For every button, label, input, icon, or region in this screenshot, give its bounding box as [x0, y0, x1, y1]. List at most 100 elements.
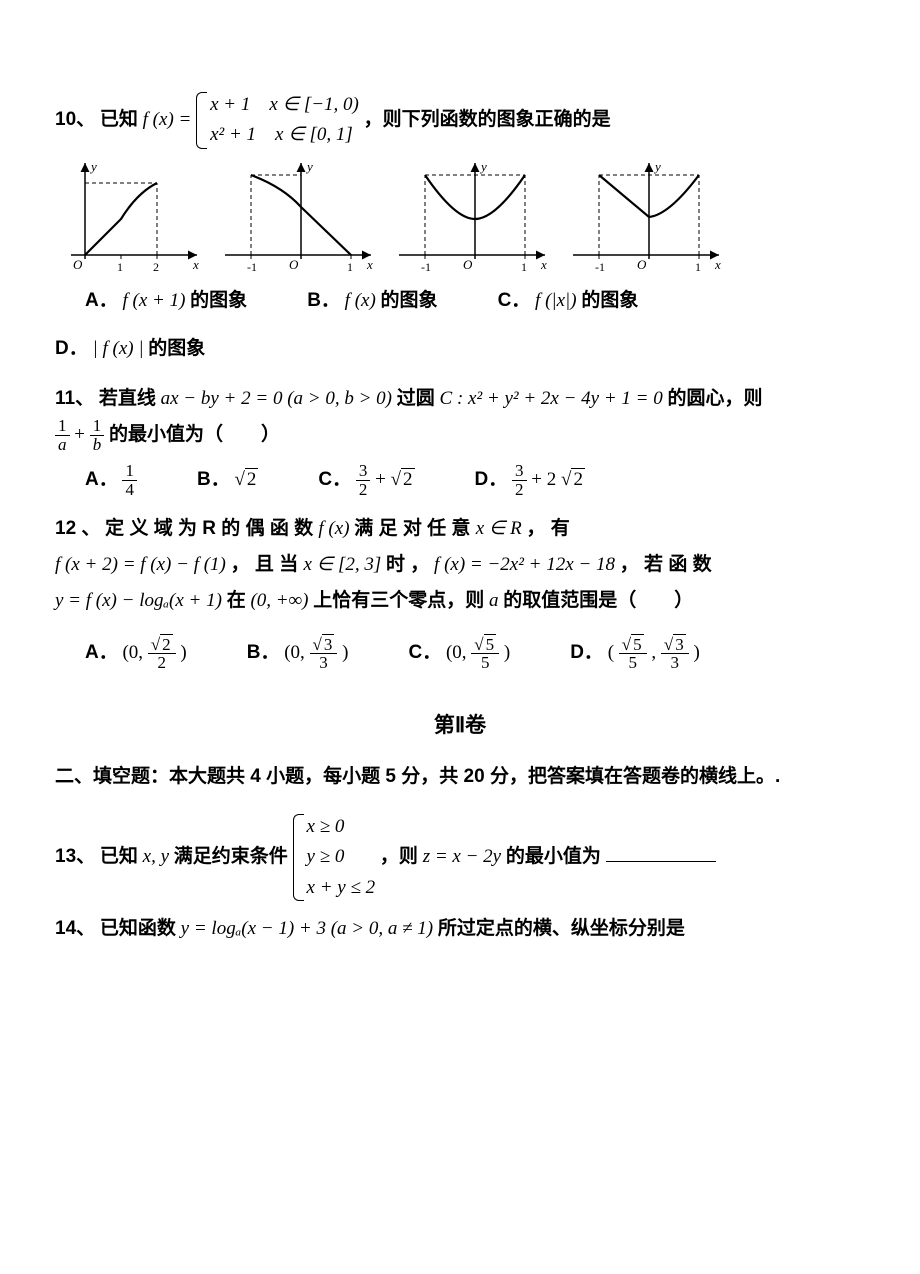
- q10-p2e: x² + 1: [210, 124, 256, 145]
- q12-t: 的取值范围是（ ）: [503, 590, 693, 611]
- sys-row: x ≥ 0: [307, 812, 376, 842]
- q14-lead: 已知函数: [100, 918, 176, 939]
- sqrt-v: 3: [673, 634, 686, 654]
- opt-math: f (x): [345, 290, 376, 311]
- sys-row: x + y ≤ 2: [307, 873, 376, 903]
- frac-d: 5: [619, 654, 647, 672]
- q14-trail: 所过定点的横、纵坐标分别是: [438, 918, 685, 939]
- q11-tail: 的最小值为（ ）: [109, 424, 280, 445]
- q10-opt-a: A． f (x + 1) 的图象: [85, 283, 247, 319]
- frac: 2 2: [148, 636, 176, 673]
- sqrt: 2: [391, 462, 415, 498]
- q12-a: a: [489, 590, 499, 611]
- sqrt-v: 2: [571, 468, 585, 490]
- q12-xr: x ∈ R: [476, 518, 522, 539]
- q11-frac1: 1 a: [55, 417, 70, 454]
- paren: (0,: [284, 642, 305, 663]
- q11-lead: 若直线: [99, 388, 156, 409]
- q10-opt-d: D． | f (x) | 的图象: [55, 331, 865, 367]
- sqrt-v: 2: [160, 634, 173, 654]
- q10-lead: 已知: [100, 109, 138, 130]
- opt-frac: 3 2: [512, 462, 527, 499]
- q13-t: 的最小值为: [506, 846, 601, 867]
- paren: ): [180, 642, 186, 663]
- svg-text:-1: -1: [595, 260, 605, 274]
- sys-row: y ≥ 0: [307, 842, 376, 872]
- q10-opt-b: B． f (x) 的图象: [307, 283, 437, 319]
- opt-label: C．: [318, 469, 351, 490]
- opt-math: f (x + 1): [122, 290, 185, 311]
- graph-b: yxO-11: [221, 159, 381, 277]
- q11-opt-c: C． 3 2 + 2: [318, 462, 414, 499]
- paren: ): [693, 642, 699, 663]
- q12-opt-b: B． (0, 3 3 ): [247, 635, 349, 672]
- graph-d: yxO-11: [569, 159, 729, 277]
- sqrt-v: 3: [322, 634, 335, 654]
- frac-d: 3: [310, 654, 338, 672]
- frac-d: b: [90, 436, 105, 454]
- svg-text:x: x: [714, 257, 721, 272]
- sqrt-v: 5: [484, 634, 497, 654]
- opt-frac: 3 2: [356, 462, 371, 499]
- svg-text:x: x: [540, 257, 547, 272]
- svg-text:O: O: [463, 257, 473, 272]
- plus: +: [375, 469, 390, 490]
- q10-num: 10、: [55, 109, 95, 130]
- frac-d: 2: [356, 481, 371, 499]
- svg-text:y: y: [89, 159, 97, 174]
- q12-t: ， 若 函 数: [620, 554, 712, 575]
- q12-t: 满 足 对 任 意: [354, 518, 475, 539]
- q11-num: 11、: [55, 388, 94, 409]
- comma: ,: [651, 642, 656, 663]
- frac-d: 4: [122, 481, 137, 499]
- frac-n: 1: [90, 417, 105, 436]
- q11-mid: 过圆: [397, 388, 435, 409]
- sqrt: 2: [234, 462, 258, 498]
- question-10: 10、 已知 f (x) = x + 1 x ∈ [−1, 0) x² + 1 …: [55, 90, 865, 151]
- opt-label: A．: [85, 642, 118, 663]
- opt-label: A．: [85, 469, 118, 490]
- q11-opt-a: A． 1 4: [85, 462, 137, 499]
- graph-a: yxO12: [67, 159, 207, 277]
- sqrt-v: 2: [401, 468, 415, 490]
- opt-label: B．: [307, 290, 340, 311]
- q12-fx: f (x): [318, 518, 349, 539]
- paren: ): [504, 642, 510, 663]
- opt-label: D．: [475, 469, 508, 490]
- frac-d: 3: [661, 654, 689, 672]
- q12-opt-d: D． ( 5 5 , 3 3 ): [570, 635, 700, 672]
- q12-int: (0, +∞): [250, 590, 308, 611]
- opt-label: C．: [408, 642, 441, 663]
- q10-graphs: yxO12 yxO-11 yxO-11 yxO-11: [67, 159, 865, 277]
- plus: + 2: [531, 469, 556, 490]
- svg-text:2: 2: [153, 260, 159, 274]
- q10-options-abc: A． f (x + 1) 的图象 B． f (x) 的图象 C． f (|x|)…: [85, 283, 865, 319]
- frac-d: 2: [512, 481, 527, 499]
- q12-eq3: y = f (x) − logₐ(x + 1): [55, 590, 222, 611]
- answer-blank[interactable]: [606, 842, 716, 862]
- q10-trail: ，则下列函数的图象正确的是: [364, 109, 611, 130]
- paren: ): [342, 642, 348, 663]
- opt-label: D．: [55, 338, 88, 359]
- sqrt: 3: [313, 636, 335, 654]
- question-13: 13、 已知 x, y 满足约束条件 x ≥ 0 y ≥ 0 x + y ≤ 2…: [55, 812, 865, 903]
- svg-text:x: x: [366, 257, 373, 272]
- q13-t: ，则: [380, 846, 418, 867]
- q11-line: ax − by + 2 = 0 (a > 0, b > 0): [161, 388, 392, 409]
- graph-c: yxO-11: [395, 159, 555, 277]
- q10-fx: f (x) =: [143, 109, 192, 130]
- svg-text:y: y: [305, 159, 313, 174]
- sqrt-v: 2: [245, 468, 259, 490]
- question-12: 12 、 定 义 域 为 R 的 偶 函 数 f (x) 满 足 对 任 意 x…: [55, 511, 865, 619]
- q11-opt-b: B． 2: [197, 462, 258, 499]
- frac-d: a: [55, 436, 70, 454]
- opt-label: B．: [247, 642, 280, 663]
- sqrt: 3: [664, 636, 686, 654]
- q12-t: ， 有: [527, 518, 570, 539]
- q10-p1e: x + 1: [210, 94, 250, 115]
- q10-p1d: x ∈ [−1, 0): [269, 94, 359, 115]
- q12-eq2: f (x) = −2x² + 12x − 18: [434, 554, 615, 575]
- question-11: 11、 若直线 ax − by + 2 = 0 (a > 0, b > 0) 过…: [55, 381, 865, 454]
- opt-label: D．: [570, 642, 603, 663]
- frac-n: 3: [512, 462, 527, 481]
